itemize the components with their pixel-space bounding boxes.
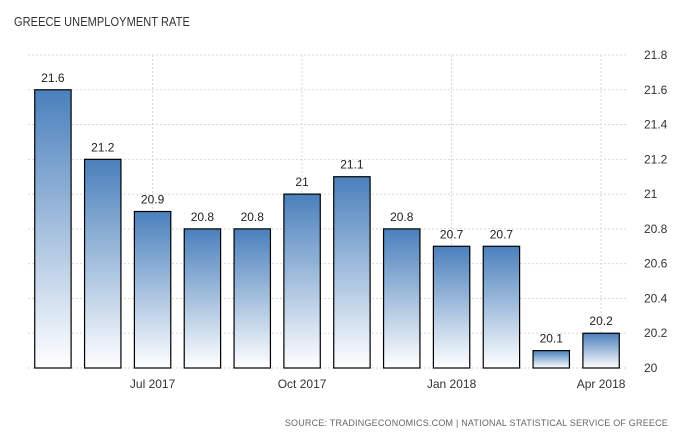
data-label: 20.1 [540, 332, 564, 346]
bar [582, 332, 620, 369]
y-tick-label: 21.2 [644, 152, 668, 166]
y-tick-label: 20.6 [644, 257, 668, 271]
bar [283, 193, 321, 369]
data-label: 21.6 [41, 71, 65, 85]
x-tick-label: Oct 2017 [278, 377, 327, 391]
bars [34, 89, 620, 369]
x-tick-label: Jul 2017 [130, 377, 176, 391]
data-label: 21 [295, 175, 309, 189]
source-note: SOURCE: TRADINGECONOMICS.COM | NATIONAL … [284, 418, 668, 428]
data-label: 20.7 [440, 227, 464, 241]
bar [233, 228, 272, 369]
y-tick-label: 20 [644, 361, 658, 375]
data-labels: 21.6 21.2 20.9 20.8 20.8 21 21.1 20.8 20.7 20.7 20… [41, 71, 613, 346]
bar [482, 245, 521, 369]
y-tick-label: 21 [644, 187, 658, 201]
bar [34, 89, 72, 369]
bar [83, 158, 122, 369]
data-label: 21.2 [91, 140, 115, 154]
data-label: 20.8 [191, 210, 215, 224]
y-tick-label: 21.8 [644, 48, 668, 62]
data-label: 20.7 [490, 227, 514, 241]
x-tick-label: Apr 2018 [577, 377, 626, 391]
y-tick-label: 20.2 [644, 326, 668, 340]
data-label: 21.1 [340, 158, 364, 172]
y-tick-label: 21.4 [644, 118, 668, 132]
data-label: 20.8 [390, 210, 414, 224]
bar [333, 176, 371, 369]
data-label: 20.9 [141, 193, 165, 207]
chart-title: GREECE UNEMPLOYMENT RATE [14, 15, 190, 29]
x-axis-ticks: Jul 2017 Oct 2017 Jan 2018 Apr 2018 [130, 377, 626, 391]
x-tick-label: Jan 2018 [427, 377, 477, 391]
y-axis-ticks: 20 20.2 20.4 20.6 20.8 21 21.2 21.4 21.6 21.8 [644, 48, 668, 375]
y-tick-label: 20.4 [644, 291, 668, 305]
bar [133, 210, 172, 369]
data-label: 20.2 [589, 314, 613, 328]
y-tick-label: 20.8 [644, 222, 668, 236]
bar [382, 228, 421, 369]
data-label: 20.8 [241, 210, 265, 224]
bar [432, 245, 471, 369]
bar [183, 228, 222, 369]
y-tick-label: 21.6 [644, 83, 668, 97]
bar [532, 350, 571, 369]
